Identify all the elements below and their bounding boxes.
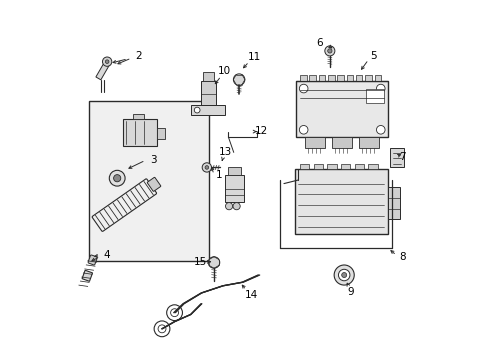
- Bar: [296, 81, 387, 137]
- Bar: [309, 75, 315, 81]
- Circle shape: [194, 107, 200, 113]
- Circle shape: [102, 57, 112, 66]
- Bar: [340, 164, 349, 169]
- Bar: [201, 81, 215, 105]
- Bar: [313, 164, 323, 169]
- Text: 15: 15: [194, 257, 207, 267]
- Bar: [374, 75, 380, 81]
- Bar: [203, 72, 214, 81]
- Circle shape: [324, 46, 334, 56]
- Circle shape: [327, 49, 331, 53]
- Bar: [346, 75, 352, 81]
- Circle shape: [225, 203, 232, 210]
- Text: 13: 13: [219, 147, 232, 157]
- Text: 10: 10: [218, 66, 231, 76]
- Text: 12: 12: [255, 126, 268, 135]
- Bar: [300, 75, 306, 81]
- Text: 8: 8: [398, 252, 405, 262]
- FancyBboxPatch shape: [88, 255, 97, 265]
- Bar: [96, 62, 110, 80]
- Circle shape: [341, 273, 346, 278]
- Circle shape: [376, 84, 384, 93]
- Circle shape: [299, 126, 307, 134]
- Text: 14: 14: [244, 291, 257, 301]
- Bar: [228, 167, 241, 175]
- Circle shape: [204, 166, 208, 169]
- Bar: [387, 187, 400, 220]
- Bar: [327, 75, 334, 81]
- Circle shape: [333, 265, 353, 285]
- Circle shape: [170, 309, 178, 317]
- Bar: [367, 164, 377, 169]
- FancyBboxPatch shape: [147, 177, 161, 191]
- Text: 11: 11: [247, 52, 261, 62]
- Circle shape: [376, 126, 384, 134]
- Text: 9: 9: [346, 287, 353, 297]
- Circle shape: [105, 60, 109, 63]
- Bar: [318, 75, 325, 81]
- Bar: [355, 75, 362, 81]
- Bar: [294, 169, 387, 234]
- Bar: [82, 270, 92, 282]
- Bar: [156, 128, 164, 139]
- Circle shape: [158, 325, 165, 333]
- Bar: [332, 137, 351, 148]
- Bar: [305, 137, 325, 148]
- Bar: [88, 101, 208, 261]
- Text: 7: 7: [398, 152, 405, 162]
- Bar: [365, 75, 371, 81]
- Bar: [366, 89, 384, 103]
- Circle shape: [233, 203, 240, 210]
- Bar: [224, 175, 244, 202]
- Circle shape: [233, 74, 244, 85]
- Text: 1: 1: [216, 170, 222, 180]
- Circle shape: [113, 175, 121, 182]
- Text: 4: 4: [103, 250, 109, 260]
- Text: 5: 5: [369, 51, 376, 61]
- Text: 6: 6: [316, 38, 323, 48]
- Text: 3: 3: [149, 155, 156, 165]
- Bar: [122, 119, 156, 146]
- Circle shape: [202, 163, 211, 172]
- Circle shape: [208, 257, 219, 268]
- Bar: [337, 75, 343, 81]
- Bar: [389, 148, 403, 167]
- Bar: [354, 164, 363, 169]
- Bar: [133, 114, 144, 119]
- Circle shape: [338, 269, 349, 281]
- Polygon shape: [190, 105, 224, 116]
- Text: 2: 2: [135, 51, 142, 61]
- Bar: [359, 137, 378, 148]
- Bar: [300, 164, 309, 169]
- Circle shape: [299, 84, 307, 93]
- Circle shape: [154, 321, 169, 337]
- Circle shape: [166, 305, 182, 320]
- Circle shape: [109, 170, 125, 186]
- Bar: [326, 164, 336, 169]
